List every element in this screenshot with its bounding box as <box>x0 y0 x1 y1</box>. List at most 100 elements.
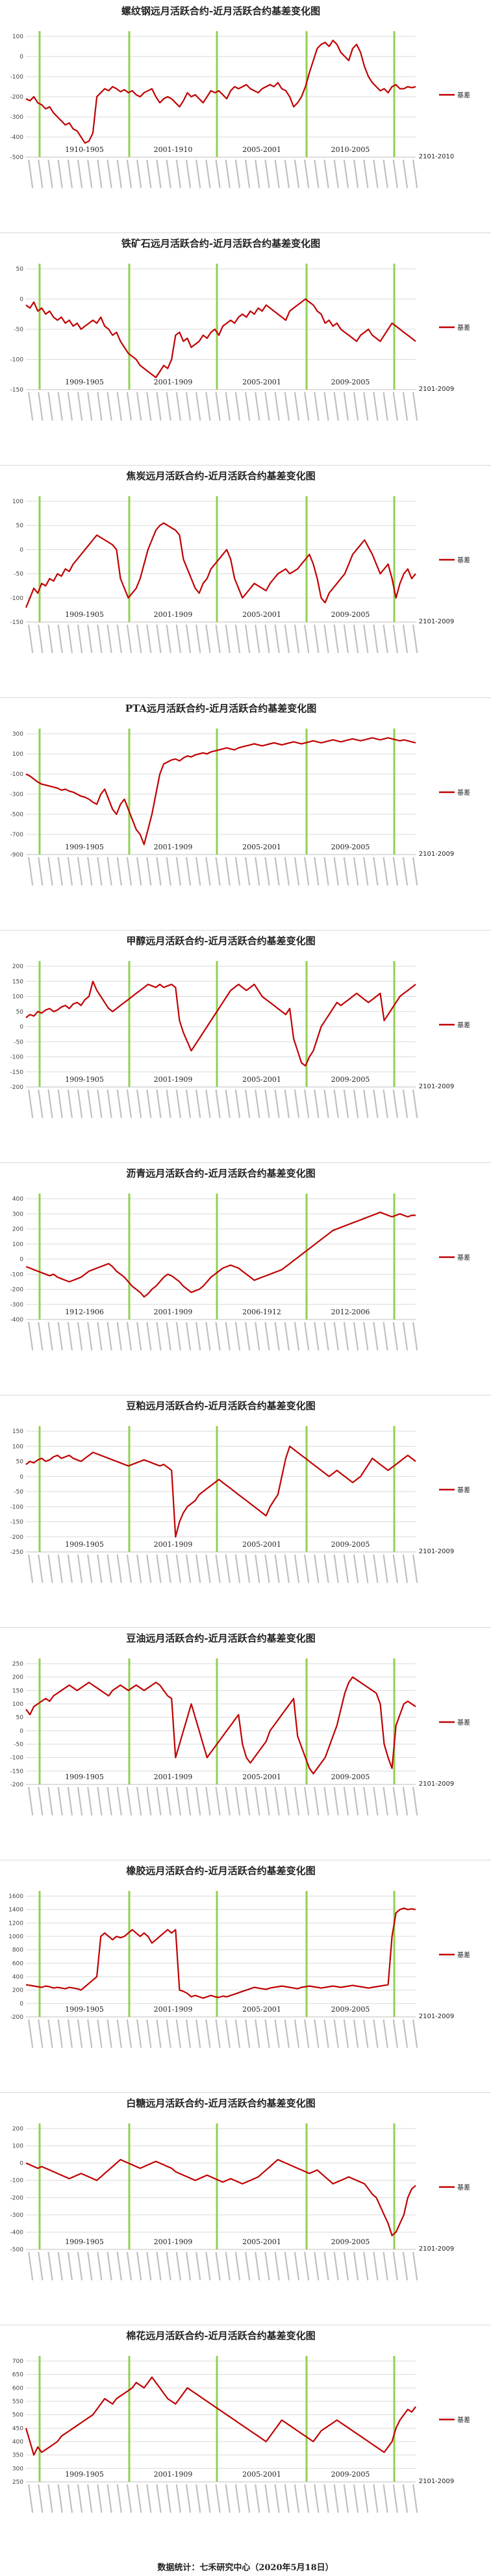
x-tick-mark <box>146 1554 152 1583</box>
y-tick-label: -100 <box>10 1055 24 1061</box>
legend-label: 基差 <box>457 1718 470 1727</box>
x-tick-mark <box>156 392 162 421</box>
period-label: 2001-1909 <box>154 2005 193 2014</box>
period-label: 2009-2005 <box>331 2470 370 2479</box>
x-tick-mark <box>284 1321 290 1351</box>
x-tick-mark <box>304 1786 310 1816</box>
series-line <box>25 737 416 845</box>
x-tick-mark <box>234 2484 241 2513</box>
x-tick-mark <box>363 1554 369 1583</box>
period-label: 2005-2001 <box>242 378 281 386</box>
x-tick-mark <box>264 2251 270 2281</box>
x-tick-mark <box>363 1786 369 1816</box>
x-tick-labels <box>28 624 418 653</box>
chart-panel: PTA远月活跃合约-近月活跃合约基差变化图 300 100 -100 -300 -500 -… <box>0 697 491 930</box>
x-tick-mark <box>205 1554 211 1583</box>
y-tick-label: 400 <box>12 1974 23 1981</box>
x-tick-mark <box>294 857 300 886</box>
x-tick-mark <box>392 1089 398 1118</box>
x-tick-mark <box>97 159 103 188</box>
x-tick-mark <box>47 857 53 886</box>
y-tick-label: -200 <box>10 1084 24 1091</box>
x-tick-mark <box>412 1786 418 1816</box>
x-tick-mark <box>402 2019 409 2048</box>
x-tick-mark <box>47 2484 53 2513</box>
x-tick-mark <box>87 1089 93 1118</box>
x-tick-mark <box>166 2484 171 2513</box>
legend-label: 基差 <box>457 788 470 797</box>
x-tick-mark <box>38 2484 44 2513</box>
x-tick-mark <box>67 159 73 188</box>
x-tick-mark <box>373 857 379 886</box>
y-tick-label: -150 <box>10 619 24 626</box>
x-tick-mark <box>343 1321 349 1351</box>
side-period-label: 2101-2009 <box>419 1781 455 1788</box>
x-tick-mark <box>67 1089 73 1118</box>
footer-note: 数据统计：七禾研究中心（2020年5月18日） <box>157 2563 334 2573</box>
x-tick-mark <box>97 2484 103 2513</box>
x-tick-mark <box>225 857 231 886</box>
x-tick-mark <box>412 1321 418 1351</box>
side-period-label: 2101-2009 <box>419 2013 455 2020</box>
y-tick-label: 300 <box>12 731 23 738</box>
x-tick-mark <box>353 159 359 188</box>
x-tick-mark <box>175 624 182 653</box>
y-tick-label: -300 <box>10 792 24 798</box>
x-tick-mark <box>195 1089 201 1118</box>
x-tick-mark <box>304 1321 310 1351</box>
y-tick-label: -900 <box>10 852 24 858</box>
x-tick-mark <box>284 2251 290 2281</box>
chart-title: 橡胶远月活跃合约-近月活跃合约基差变化图 <box>126 1865 315 1877</box>
x-tick-mark <box>255 1786 260 1816</box>
x-tick-mark <box>353 857 359 886</box>
x-tick-mark <box>343 2484 349 2513</box>
x-tick-mark <box>28 1321 34 1351</box>
series-line <box>25 40 416 144</box>
x-tick-mark <box>373 1554 379 1583</box>
chart-title: 沥青远月活跃合约-近月活跃合约基差变化图 <box>126 1168 315 1179</box>
x-tick-mark <box>373 1786 379 1816</box>
y-tick-label: -250 <box>10 1549 24 1556</box>
x-tick-mark <box>166 2019 171 2048</box>
x-tick-mark <box>333 392 339 421</box>
y-tick-label: -200 <box>10 1287 24 1294</box>
x-tick-mark <box>116 1554 122 1583</box>
x-tick-mark <box>353 1554 359 1583</box>
x-tick-mark <box>87 392 93 421</box>
x-tick-mark <box>304 857 310 886</box>
y-tick-label: -100 <box>10 1271 24 1278</box>
legend-label: 基差 <box>457 91 470 99</box>
chart-panel: 白糖远月活跃合约-近月活跃合约基差变化图 200 100 0 -100 -200 -300 -… <box>0 2092 491 2325</box>
x-tick-mark <box>87 2484 93 2513</box>
side-period-label: 2101-2009 <box>419 2478 455 2485</box>
x-tick-mark <box>185 1786 192 1816</box>
y-tick-label: -50 <box>14 1489 23 1495</box>
y-tick-label: -300 <box>10 114 24 121</box>
x-tick-mark <box>156 1786 162 1816</box>
period-label: 1909-1905 <box>65 378 104 386</box>
x-tick-mark <box>234 1554 241 1583</box>
x-tick-mark <box>116 159 122 188</box>
x-tick-mark <box>255 392 260 421</box>
legend-label: 基差 <box>457 1951 470 1959</box>
x-tick-mark <box>255 2019 260 2048</box>
x-tick-mark <box>333 1786 339 1816</box>
y-tick-label: -500 <box>10 2247 24 2253</box>
x-tick-mark <box>195 1786 201 1816</box>
x-tick-mark <box>225 1321 231 1351</box>
y-tick-label: -300 <box>10 1302 24 1308</box>
x-tick-mark <box>244 2019 251 2048</box>
y-tick-label: 200 <box>12 2126 23 2132</box>
y-tick-label: 100 <box>12 751 23 758</box>
y-tick-label: -100 <box>10 771 24 778</box>
y-tick-label: 50 <box>16 1715 24 1721</box>
x-tick-labels <box>28 2484 418 2513</box>
x-tick-mark <box>146 392 152 421</box>
legend-label: 基差 <box>457 2416 470 2424</box>
chart-svg: 铁矿石远月活跃合约-近月活跃合约基差变化图 50 0 -50 -100 -150 1909-… <box>10 238 470 421</box>
y-tick-label: -200 <box>10 94 24 101</box>
x-tick-mark <box>383 1786 388 1816</box>
x-tick-mark <box>255 1554 260 1583</box>
series-line <box>25 522 416 608</box>
